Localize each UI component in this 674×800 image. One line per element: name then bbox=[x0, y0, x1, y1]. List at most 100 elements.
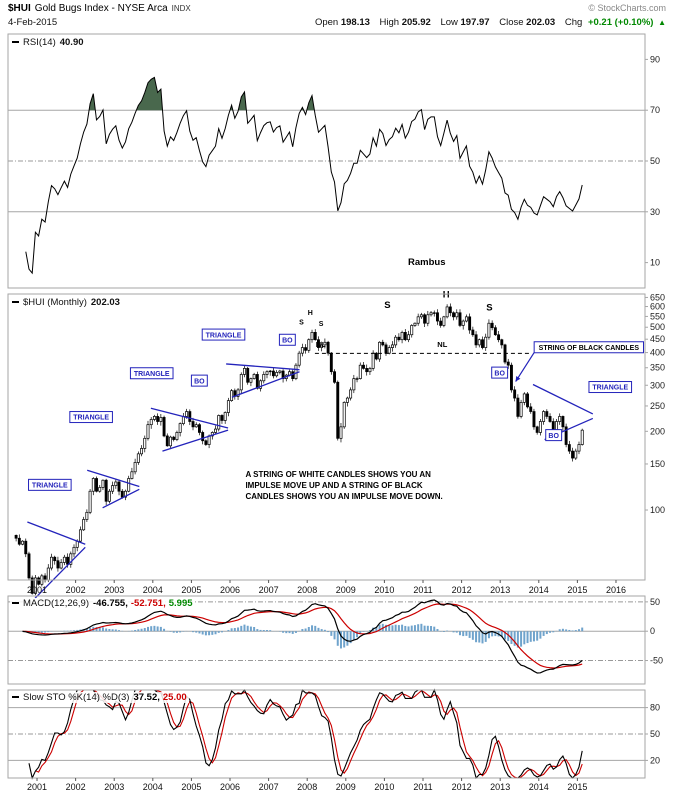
svg-text:50: 50 bbox=[650, 156, 660, 166]
svg-text:30: 30 bbox=[650, 207, 660, 217]
svg-text:200: 200 bbox=[650, 426, 665, 436]
rsi-label: RSI(14) bbox=[23, 37, 56, 48]
breakout-label: BO bbox=[190, 374, 208, 387]
sto-legend-swatch-icon bbox=[12, 696, 19, 699]
svg-text:S: S bbox=[299, 320, 304, 327]
svg-text:2001: 2001 bbox=[27, 782, 47, 792]
svg-text:BO: BO bbox=[194, 378, 205, 385]
high-label: High bbox=[379, 17, 400, 28]
svg-text:S: S bbox=[319, 321, 324, 328]
price-annotations: NL NLSHSSHSTRIANGLETRIANGLETRIANGLETRIANG… bbox=[27, 289, 645, 599]
svg-text:TRIANGLE: TRIANGLE bbox=[134, 371, 170, 378]
chart-title-row: $HUI Gold Bugs Index - NYSE Arca INDX bbox=[8, 3, 191, 14]
price-label: $HUI (Monthly) bbox=[23, 297, 87, 308]
macd-panel-label: MACD(12,26,9) -46.755, -52.751, 5.995 bbox=[10, 598, 195, 609]
sto-plot bbox=[28, 688, 583, 780]
svg-text:2011: 2011 bbox=[413, 585, 432, 595]
svg-text:500: 500 bbox=[650, 322, 665, 332]
svg-text:2014: 2014 bbox=[529, 585, 549, 595]
low-label: Low bbox=[440, 17, 458, 28]
svg-text:2013: 2013 bbox=[490, 585, 510, 595]
svg-text:BO: BO bbox=[494, 370, 505, 377]
svg-text:2010: 2010 bbox=[374, 782, 394, 792]
axis-labels: 9070503010650600550500450400350300250200… bbox=[645, 54, 665, 765]
svg-text:0: 0 bbox=[650, 626, 655, 636]
svg-text:2009: 2009 bbox=[336, 585, 356, 595]
svg-text:450: 450 bbox=[650, 334, 665, 344]
svg-text:400: 400 bbox=[650, 348, 665, 358]
svg-text:350: 350 bbox=[650, 363, 665, 373]
chg-label: Chg bbox=[564, 17, 583, 28]
svg-text:2002: 2002 bbox=[66, 782, 86, 792]
symbol-name: Gold Bugs Index - NYSE Arca bbox=[34, 3, 168, 14]
svg-text:2012: 2012 bbox=[452, 585, 472, 595]
svg-text:A STRING OF WHITE CANDLES SHOW: A STRING OF WHITE CANDLES SHOWS YOU AN bbox=[245, 470, 431, 479]
svg-text:2010: 2010 bbox=[374, 585, 394, 595]
svg-text:NL: NL bbox=[437, 340, 447, 349]
macd-legend-swatch-icon bbox=[12, 602, 19, 605]
svg-text:IMPULSE MOVE UP AND A STRING O: IMPULSE MOVE UP AND A STRING OF BLACK bbox=[245, 481, 422, 490]
sto-value-k: 37.52, bbox=[133, 692, 160, 703]
svg-text:H: H bbox=[443, 289, 450, 300]
svg-text:2004: 2004 bbox=[143, 585, 163, 595]
breakout-label: BO bbox=[491, 366, 509, 379]
svg-text:2013: 2013 bbox=[490, 782, 510, 792]
triangle-label: TRIANGLE bbox=[129, 367, 174, 380]
svg-text:2005: 2005 bbox=[181, 782, 201, 792]
svg-text:NL: NL bbox=[316, 340, 326, 349]
string-of-black-candles-label: STRING OF BLACK CANDLES bbox=[533, 341, 645, 354]
svg-text:650: 650 bbox=[650, 292, 665, 302]
svg-text:2005: 2005 bbox=[181, 585, 201, 595]
rsi-value: 40.90 bbox=[59, 37, 84, 48]
svg-text:TRIANGLE: TRIANGLE bbox=[592, 385, 628, 392]
price-legend-swatch-icon bbox=[12, 301, 19, 304]
svg-text:2003: 2003 bbox=[104, 782, 124, 792]
svg-text:2008: 2008 bbox=[297, 782, 317, 792]
svg-text:550: 550 bbox=[650, 311, 665, 321]
macd-value-3: 5.995 bbox=[168, 598, 193, 609]
svg-text:2015: 2015 bbox=[567, 585, 587, 595]
svg-text:BO: BO bbox=[282, 337, 293, 344]
exchange-tag: INDX bbox=[171, 4, 191, 13]
svg-text:2001: 2001 bbox=[27, 585, 47, 595]
svg-text:-50: -50 bbox=[650, 656, 663, 666]
svg-text:600: 600 bbox=[650, 302, 665, 312]
triangle-label: TRIANGLE bbox=[28, 478, 72, 491]
svg-text:2008: 2008 bbox=[297, 585, 317, 595]
sto-value-d: 25.00 bbox=[162, 692, 187, 703]
svg-text:2006: 2006 bbox=[220, 585, 240, 595]
svg-text:250: 250 bbox=[650, 401, 665, 411]
symbol: $HUI bbox=[8, 3, 31, 14]
breakout-label: BO bbox=[278, 333, 296, 346]
svg-text:TRIANGLE: TRIANGLE bbox=[32, 483, 68, 490]
year-labels: 2001 2002 2003 2004 2005 2006 2007 2008 2009 2010… bbox=[27, 580, 626, 792]
svg-text:2006: 2006 bbox=[220, 782, 240, 792]
macd-value-1: -46.755, bbox=[93, 598, 128, 609]
svg-text:S: S bbox=[384, 300, 390, 311]
svg-text:S: S bbox=[486, 302, 492, 313]
rsi-panel-label: RSI(14) 40.90 bbox=[10, 37, 86, 48]
svg-text:2003: 2003 bbox=[104, 585, 124, 595]
chg-value: +0.21 (+0.10%) bbox=[587, 17, 654, 28]
chg-up-arrow-icon: ▲ bbox=[658, 18, 666, 27]
sto-panel-label: Slow STO %K(14) %D(3) 37.52, 25.00 bbox=[10, 692, 189, 703]
svg-text:H: H bbox=[308, 310, 313, 317]
svg-text:100: 100 bbox=[650, 505, 665, 515]
svg-text:TRIANGLE: TRIANGLE bbox=[73, 415, 109, 422]
svg-text:BO: BO bbox=[548, 433, 559, 440]
low-value: 197.97 bbox=[460, 17, 490, 28]
grid-lines bbox=[8, 109, 645, 761]
candlesticks bbox=[14, 303, 584, 596]
rambus-watermark: Rambus bbox=[408, 257, 446, 268]
svg-text:2014: 2014 bbox=[529, 782, 549, 792]
open-value: 198.13 bbox=[340, 17, 370, 28]
close-label: Close bbox=[499, 17, 524, 28]
svg-text:10: 10 bbox=[650, 258, 660, 268]
svg-text:2016: 2016 bbox=[606, 585, 626, 595]
panel-frames bbox=[7, 33, 646, 779]
macd-plot bbox=[21, 599, 584, 674]
svg-text:300: 300 bbox=[650, 380, 665, 390]
triangle-label: TRIANGLE bbox=[201, 328, 246, 341]
triangle-label: TRIANGLE bbox=[588, 381, 633, 394]
